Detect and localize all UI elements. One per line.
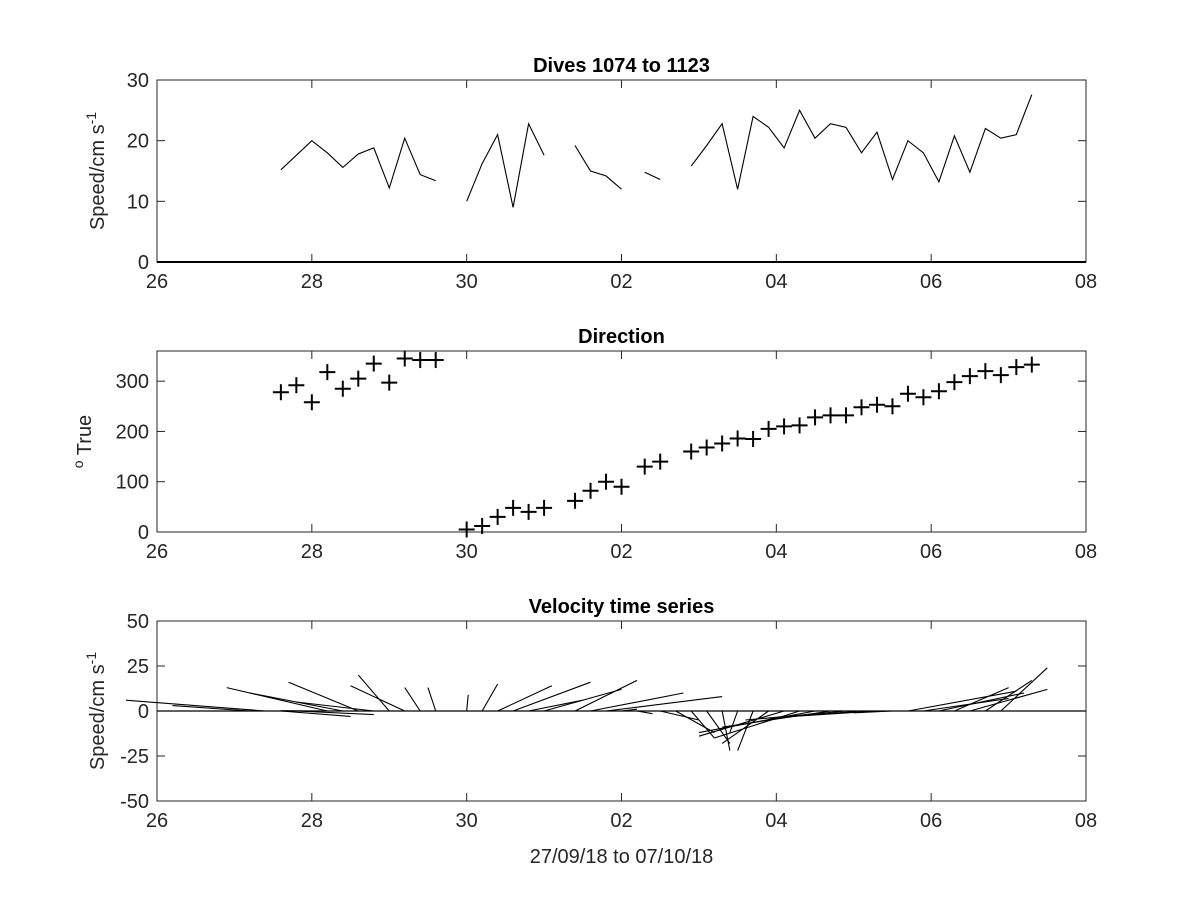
x-tick-label: 02 (610, 271, 632, 293)
x-tick-label: 04 (765, 810, 787, 832)
y-axis-label-text: Speed/cm s (87, 664, 109, 770)
x-tick-label: 06 (920, 810, 942, 832)
panel-title: Direction (578, 326, 665, 348)
x-tick-label: 02 (610, 810, 632, 832)
y-tick-label: -25 (120, 746, 149, 768)
panel-3: 26 28 30 02 04 06 08 -50 -25 0 25 50 Velocity time s… (83, 596, 1097, 868)
x-axis-label: 27/09/18 to 07/10/18 (530, 846, 714, 868)
x-tick-label: 08 (1075, 271, 1097, 293)
panel-2: 26 28 30 02 04 06 08 0 100 200 300 Direction o True (70, 326, 1097, 563)
x-tick-label: 04 (765, 271, 787, 293)
x-tick-label: 06 (920, 541, 942, 563)
y-tick-label: 300 (116, 371, 149, 393)
x-tick-label: 08 (1075, 810, 1097, 832)
x-tick-label: 04 (765, 541, 787, 563)
y-axis-label-text: True (74, 415, 96, 461)
y-tick-label: 30 (127, 70, 149, 92)
y-tick-label: 10 (127, 191, 149, 213)
x-tick-label: 08 (1075, 541, 1097, 563)
x-tick-label: 02 (610, 541, 632, 563)
y-axis-label: o True (70, 415, 96, 468)
y-axis-label: Speed/cm s-1 (83, 112, 109, 230)
x-tick-label: 28 (301, 541, 323, 563)
x-tick-label: 06 (920, 271, 942, 293)
y-tick-label: 0 (138, 252, 149, 274)
x-tick-label: 26 (146, 810, 168, 832)
y-axis-label-text: Speed/cm s (87, 124, 109, 230)
panel-title: Dives 1074 to 1123 (533, 55, 710, 77)
y-axis-label-prefix: o (70, 460, 86, 468)
y-tick-label: -50 (120, 791, 149, 813)
panel-1: 26 28 30 02 04 06 08 0 10 20 30 Dives 1074 to 1123 S… (83, 55, 1097, 293)
x-tick-label: 30 (456, 541, 478, 563)
axes-box (157, 80, 1086, 262)
y-tick-label: 25 (127, 656, 149, 678)
x-tick-label: 28 (301, 810, 323, 832)
y-tick-label: 50 (127, 611, 149, 633)
y-axis-label: Speed/cm s-1 (83, 652, 109, 770)
y-tick-label: 0 (138, 701, 149, 723)
y-axis-label-exponent: -1 (83, 652, 99, 665)
panel-title: Velocity time series (529, 596, 715, 618)
x-tick-label: 30 (456, 810, 478, 832)
x-tick-label: 26 (146, 271, 168, 293)
x-tick-label: 26 (146, 541, 168, 563)
y-axis-label-exponent: -1 (83, 112, 99, 125)
y-tick-label: 100 (116, 472, 149, 494)
y-tick-label: 0 (138, 522, 149, 544)
x-tick-label: 30 (456, 271, 478, 293)
y-tick-label: 20 (127, 131, 149, 153)
x-tick-label: 28 (301, 271, 323, 293)
y-tick-label: 200 (116, 421, 149, 443)
